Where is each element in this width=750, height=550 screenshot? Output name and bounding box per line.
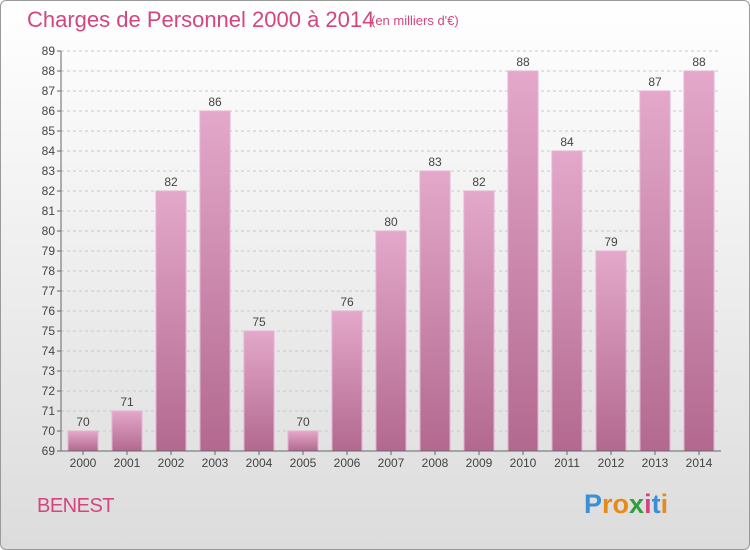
- bar-2009: [463, 190, 495, 452]
- x-tick-label: 2013: [642, 456, 669, 470]
- bar-value-label: 82: [472, 175, 486, 189]
- x-tick-label: 2010: [510, 456, 537, 470]
- y-tick-label: 69: [42, 444, 56, 458]
- x-tick-label: 2006: [334, 456, 361, 470]
- y-tick-label: 86: [42, 104, 56, 118]
- x-tick-label: 2011: [554, 456, 580, 470]
- y-tick-label: 89: [42, 44, 56, 58]
- y-tick-label: 70: [42, 424, 56, 438]
- bar-2012: [595, 250, 627, 452]
- y-tick-label: 88: [42, 64, 56, 78]
- bar-value-label: 71: [120, 395, 134, 409]
- x-tick-label: 2000: [70, 456, 97, 470]
- logo-letter: i: [660, 489, 669, 519]
- bar-2005: [287, 430, 319, 452]
- bar-value-label: 86: [208, 95, 222, 109]
- y-tick-label: 71: [42, 404, 56, 418]
- logo-letter: x: [629, 489, 645, 519]
- axis-layer: 69 70 71 72 73 74 75 76 77 78 79 80 81 82 83 84 85 86 87 88…: [42, 44, 721, 470]
- y-tick-label: 72: [42, 384, 56, 398]
- y-tick-label: 74: [42, 344, 56, 358]
- x-tick-label: 2004: [246, 456, 273, 470]
- bar-2008: [419, 170, 451, 452]
- logo-letter: r: [602, 489, 613, 519]
- bar-value-label: 88: [692, 55, 706, 69]
- bar-layer: 70 71 82 86 75 70 76 80 83 82 88 84 79 87 88: [67, 55, 715, 452]
- bar-2006: [331, 310, 363, 452]
- x-tick-label: 2001: [114, 456, 141, 470]
- y-tick-label: 80: [42, 224, 56, 238]
- logo-letter: o: [612, 489, 630, 519]
- x-tick-label: 2008: [422, 456, 449, 470]
- bar-2007: [375, 230, 407, 452]
- y-tick-label: 77: [42, 284, 56, 298]
- y-tick-label: 73: [42, 364, 56, 378]
- bar-2013: [639, 90, 671, 452]
- bar-2002: [155, 190, 187, 452]
- bar-2003: [199, 110, 231, 452]
- bar-value-label: 80: [384, 215, 398, 229]
- bar-value-label: 88: [516, 55, 530, 69]
- y-tick-label: 87: [42, 84, 56, 98]
- x-tick-label: 2014: [686, 456, 713, 470]
- bar-value-label: 83: [428, 155, 442, 169]
- bar-value-label: 84: [560, 135, 574, 149]
- logo-letter: i: [644, 489, 652, 519]
- x-tick-label: 2002: [158, 456, 185, 470]
- x-tick-label: 2012: [598, 456, 625, 470]
- x-tick-label: 2005: [290, 456, 317, 470]
- bar-2000: [67, 430, 99, 452]
- bar-value-label: 70: [296, 415, 310, 429]
- x-tick-label: 2003: [202, 456, 229, 470]
- y-tick-label: 85: [42, 124, 56, 138]
- x-tick-label: 2007: [378, 456, 405, 470]
- y-tick-label: 76: [42, 304, 56, 318]
- y-tick-label: 81: [42, 204, 56, 218]
- bar-2011: [551, 150, 583, 452]
- y-tick-label: 79: [42, 244, 56, 258]
- bar-value-label: 70: [76, 415, 90, 429]
- bar-value-label: 76: [340, 295, 354, 309]
- bar-2004: [243, 330, 275, 452]
- logo-letter: t: [651, 489, 661, 519]
- chart-title: Charges de Personnel 2000 à 2014: [27, 7, 375, 32]
- bar-value-label: 82: [164, 175, 178, 189]
- bar-value-label: 87: [648, 75, 662, 89]
- y-tick-label: 78: [42, 264, 56, 278]
- proxiti-logo: Proxiti: [584, 489, 668, 520]
- bar-2001: [111, 410, 143, 452]
- bar-2014: [683, 70, 715, 452]
- y-tick-label: 84: [42, 144, 56, 158]
- chart-subtitle: (en milliers d'€): [371, 13, 459, 28]
- logo-letter: P: [584, 489, 603, 519]
- bar-value-label: 75: [252, 315, 266, 329]
- x-tick-label: 2009: [466, 456, 493, 470]
- y-tick-label: 82: [42, 184, 56, 198]
- bar-2010: [507, 70, 539, 452]
- y-tick-label: 75: [42, 324, 56, 338]
- y-tick-label: 83: [42, 164, 56, 178]
- bar-value-label: 79: [604, 235, 618, 249]
- place-name: BENEST: [37, 495, 115, 517]
